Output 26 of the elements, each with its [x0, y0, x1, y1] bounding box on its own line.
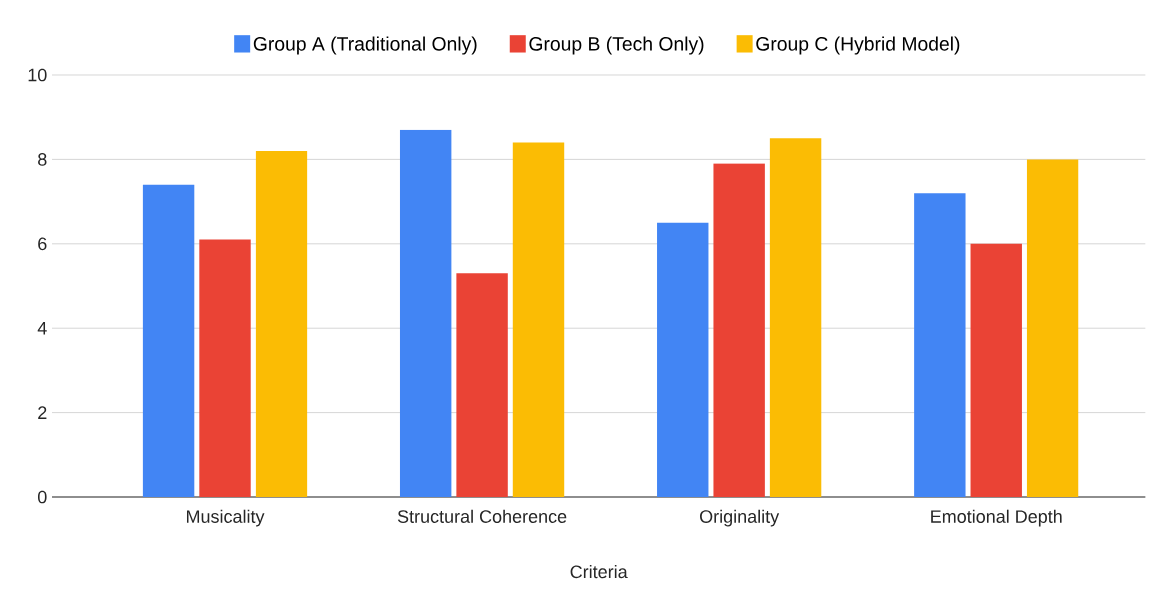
y-tick-label: 0	[37, 490, 47, 504]
y-tick-label: 4	[37, 322, 47, 335]
x-tick-label: Musicality	[186, 509, 265, 527]
y-tick-label: 10	[28, 68, 47, 82]
bar	[970, 243, 1022, 497]
legend-label: Group C (Hybrid Model)	[756, 36, 960, 55]
y-tick-label: 6	[38, 237, 47, 251]
bar	[199, 239, 251, 497]
bar	[713, 163, 765, 497]
x-tick-label: Structural Coherence	[397, 509, 567, 523]
bar	[399, 129, 452, 497]
y-tick-label: 2	[38, 406, 47, 419]
bar	[456, 273, 508, 497]
x-tick-label: Emotional Depth	[931, 509, 1062, 527]
bar	[142, 184, 195, 497]
legend-label: Group A (Traditional Only)	[253, 36, 477, 55]
bar	[914, 193, 966, 497]
x-tick-label: Originality	[700, 509, 780, 527]
bar	[657, 222, 709, 497]
bar	[1026, 159, 1079, 497]
x-axis-title: Criteria	[570, 564, 628, 579]
legend-label: Group B (Tech Only)	[529, 36, 704, 55]
y-tick-label: 8	[38, 153, 47, 166]
bar	[512, 142, 565, 497]
bar	[769, 138, 822, 497]
bar	[255, 150, 308, 497]
